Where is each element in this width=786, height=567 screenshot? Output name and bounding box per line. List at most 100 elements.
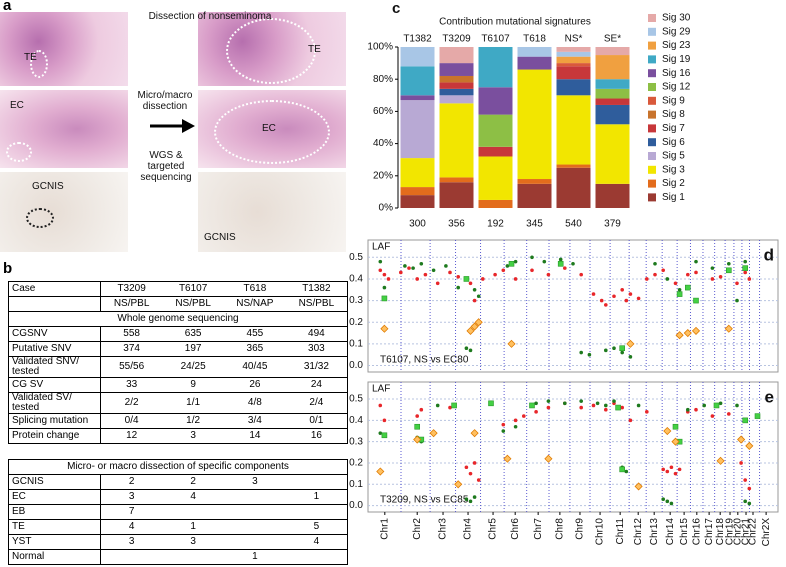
point <box>620 405 624 410</box>
bar-segment <box>439 82 474 89</box>
point <box>612 346 616 350</box>
point <box>472 287 477 292</box>
y-tick-label: 0.0 <box>349 360 363 371</box>
point <box>534 410 538 414</box>
x-tick-label: Chr13 <box>649 518 660 546</box>
table-cell <box>100 549 163 565</box>
point <box>624 298 629 303</box>
tissue-label: EC <box>10 100 24 111</box>
x-tick-label: Chr6 <box>510 518 521 540</box>
point <box>661 268 665 273</box>
point <box>468 281 473 286</box>
point <box>382 418 387 423</box>
point <box>546 405 551 410</box>
point <box>472 495 477 499</box>
table-row: Validated SV/ tested 2/2 1/1 4/8 2/4 <box>8 392 348 414</box>
count-label: 192 <box>487 219 504 230</box>
y-tick-label: 0.3 <box>349 436 363 447</box>
point <box>626 339 635 348</box>
point <box>747 277 752 281</box>
point <box>676 291 683 297</box>
point <box>727 262 731 266</box>
panel-label: d <box>764 245 774 264</box>
point <box>403 264 407 268</box>
legend-swatch <box>648 55 656 64</box>
point <box>710 414 715 418</box>
legend-swatch <box>648 110 656 119</box>
point <box>747 486 752 491</box>
tissue-label: GCNIS <box>32 181 64 192</box>
point <box>505 264 510 268</box>
point <box>444 264 448 268</box>
point <box>501 422 506 427</box>
point <box>686 407 690 412</box>
bar-segment <box>478 47 513 88</box>
tissue-label: EC <box>262 123 276 134</box>
point <box>464 497 469 502</box>
tissue-label: TE <box>308 44 321 55</box>
bar-segment <box>517 179 552 184</box>
point <box>727 412 731 416</box>
bar-segment <box>517 56 552 70</box>
bar-segment <box>400 195 435 208</box>
bar-segment <box>595 47 630 56</box>
point <box>513 277 518 281</box>
point <box>419 407 424 412</box>
point <box>737 435 746 444</box>
point <box>716 456 725 465</box>
point <box>463 276 470 282</box>
point <box>694 407 698 412</box>
point <box>456 285 461 290</box>
point <box>742 417 749 424</box>
category-label: T6107 <box>481 34 510 45</box>
bar-segment <box>556 51 591 57</box>
category-label: T618 <box>523 34 546 45</box>
legend-swatch <box>648 193 656 202</box>
bar-segment <box>478 146 513 157</box>
y-tick-label: 0.3 <box>349 295 363 306</box>
table-row: Protein change 12 3 14 16 <box>8 428 348 444</box>
x-tick-label: Chr3 <box>438 518 449 540</box>
point <box>557 261 564 267</box>
point <box>619 345 626 351</box>
y-tick-label: 0.2 <box>349 458 363 469</box>
legend-swatch <box>648 138 656 147</box>
bar-segment <box>400 187 435 196</box>
x-tick-label: Chr2X <box>761 518 772 547</box>
legend-label: Sig 19 <box>662 54 691 65</box>
point <box>507 339 516 348</box>
point <box>513 259 518 264</box>
point <box>718 274 723 279</box>
point <box>411 266 415 270</box>
histology-image <box>0 90 128 168</box>
point <box>628 418 633 423</box>
bar-segment <box>595 124 630 184</box>
y-tick-label: 60% <box>373 106 393 117</box>
bar-segment <box>595 104 630 125</box>
point <box>530 255 534 260</box>
point <box>414 423 421 430</box>
point <box>754 413 761 419</box>
x-tick-label: Chr9 <box>575 518 586 540</box>
table-cell: 12 <box>100 428 163 444</box>
point <box>743 259 747 264</box>
legend-swatch <box>648 83 656 91</box>
point <box>628 355 633 359</box>
legend-swatch <box>648 96 656 105</box>
legend-label: Sig 2 <box>662 178 685 189</box>
point <box>472 298 477 303</box>
table-row: CG SV 33 9 26 24 <box>8 377 348 393</box>
point <box>493 272 497 277</box>
plot-frame <box>367 239 779 373</box>
y-tick-label: 0% <box>379 203 394 214</box>
legend-swatch <box>648 27 656 36</box>
point <box>534 401 538 406</box>
point <box>739 461 743 465</box>
point <box>591 403 596 408</box>
x-tick-label: Chr22 <box>748 518 759 546</box>
bar-segment <box>478 114 513 147</box>
table: Case T3209 T6107 T618 T1382 NS/PBL NS/PBL NS/NA… <box>8 281 348 444</box>
bar-segment <box>439 63 474 76</box>
table: Micro- or macro dissection of specific c… <box>8 459 348 565</box>
